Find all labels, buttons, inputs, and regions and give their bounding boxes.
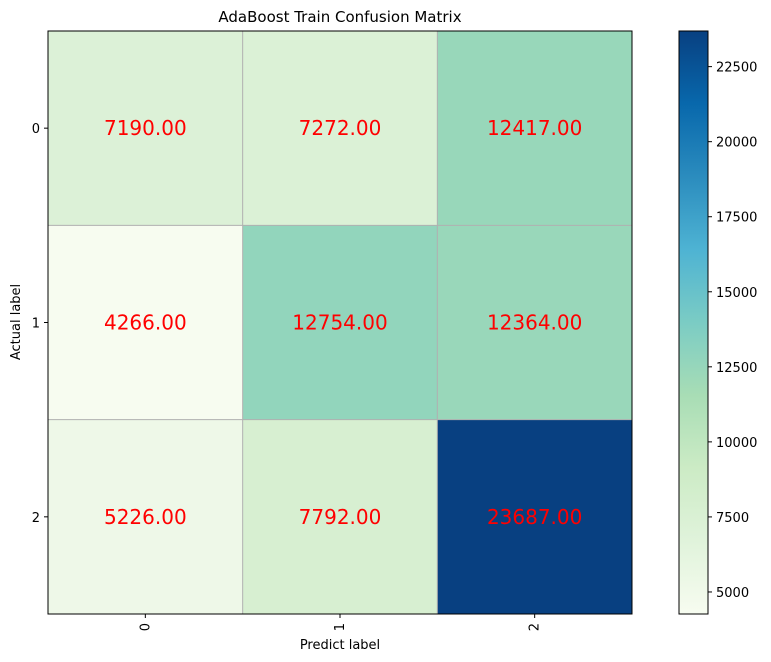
- colorbar-tick-label: 17500: [716, 211, 757, 226]
- colorbar-tick-label: 20000: [716, 136, 757, 151]
- colorbar-tick-label: 5000: [716, 586, 749, 601]
- heatmap-cell: [48, 419, 243, 614]
- cell-value-label: 5226.00: [104, 505, 187, 529]
- x-axis-label: Predict label: [300, 638, 380, 653]
- x-tick-label: 2: [528, 623, 543, 631]
- y-tick-label: 2: [32, 511, 40, 526]
- colorbar-tick-label: 22500: [716, 61, 757, 76]
- cell-value-label: 23687.00: [487, 505, 582, 529]
- heatmap-cell: [242, 225, 438, 420]
- x-tick-label: 1: [333, 623, 348, 631]
- cell-value-label: 12754.00: [292, 311, 387, 335]
- chart-title: AdaBoost Train Confusion Matrix: [218, 8, 461, 26]
- x-axis-ticks: 0 1 2: [138, 614, 543, 631]
- cell-value-label: 7792.00: [299, 505, 382, 529]
- cell-value-labels: 7190.00 7272.00 12417.00 4266.00 12754.00 123…: [104, 116, 582, 529]
- y-axis-label: Actual label: [9, 284, 24, 360]
- heatmap-cell: [437, 31, 632, 226]
- cell-value-label: 4266.00: [104, 311, 187, 335]
- heatmap-cell: [437, 225, 632, 420]
- heatmap-cell: [48, 225, 243, 420]
- cell-value-label: 12417.00: [487, 116, 582, 140]
- colorbar-tick-label: 12500: [716, 361, 757, 376]
- colorbar: [678, 30, 709, 615]
- heatmap-cell: [242, 31, 438, 226]
- heatmap-cell: [437, 419, 632, 614]
- y-tick-label: 1: [32, 317, 40, 332]
- x-tick-label: 0: [138, 623, 153, 631]
- cell-value-label: 7272.00: [299, 116, 382, 140]
- heatmap-cell: [48, 31, 243, 226]
- cell-value-label: 12364.00: [487, 311, 582, 335]
- heatmap-cells: [48, 31, 632, 614]
- colorbar-tick-label: 10000: [716, 436, 757, 451]
- colorbar-ticks: 5000 7500 10000 12500 15000 17500 20000 22500: [708, 61, 757, 601]
- grid-lines: [48, 31, 632, 614]
- y-tick-label: 0: [32, 122, 40, 137]
- colorbar-tick-label: 7500: [716, 511, 749, 526]
- cell-value-label: 7190.00: [104, 116, 187, 140]
- heatmap-cell: [242, 419, 438, 614]
- colorbar-tick-label: 15000: [716, 286, 757, 301]
- y-axis-ticks: 0 1 2: [32, 122, 48, 526]
